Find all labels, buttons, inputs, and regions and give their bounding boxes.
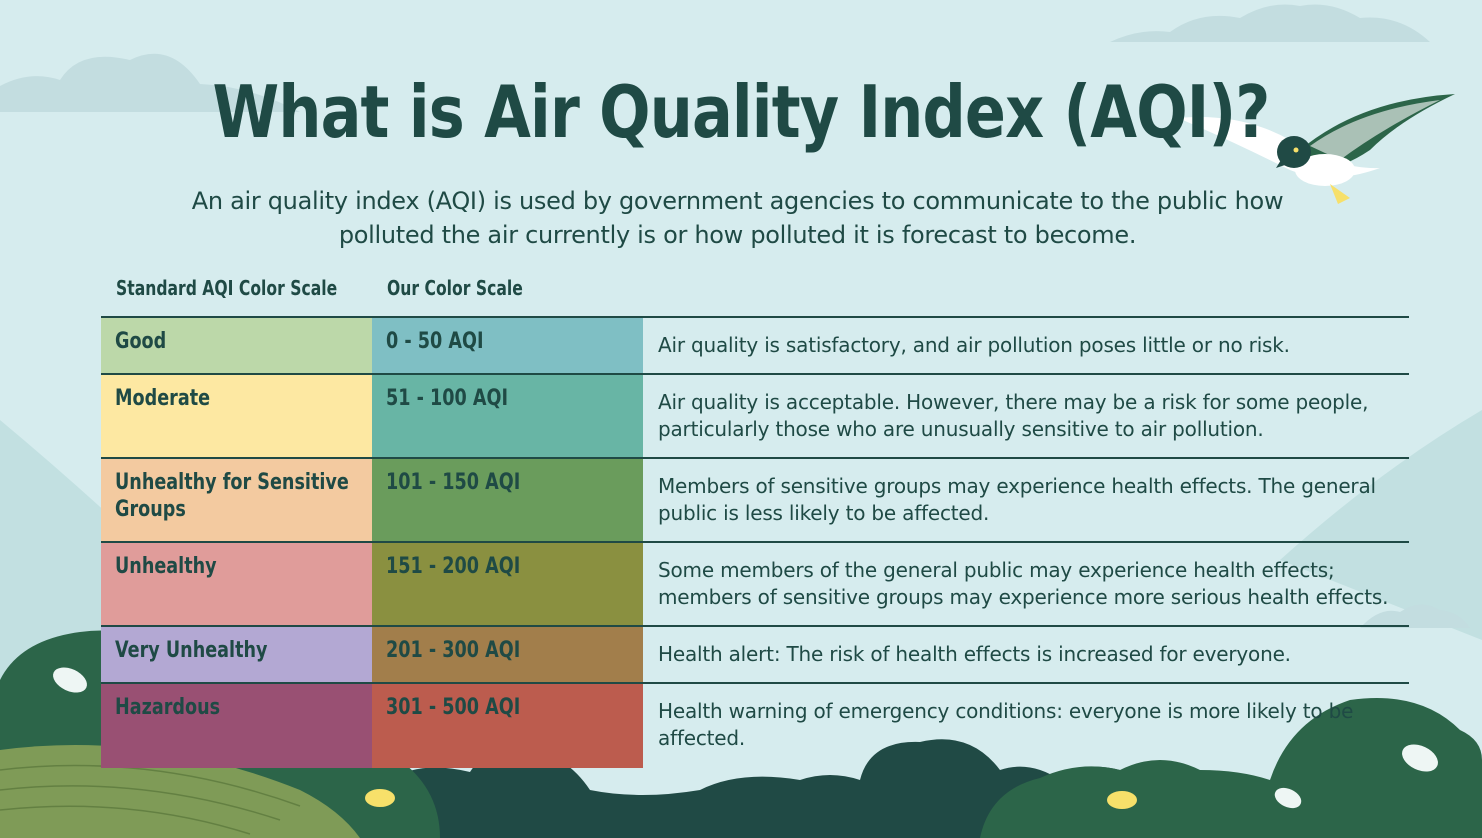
- page-subtitle: An air quality index (AQI) is used by go…: [191, 187, 1284, 249]
- petal-white-icon-2: [1274, 787, 1302, 809]
- petal-yellow-icon-2: [1107, 791, 1137, 809]
- standard-color-cell: Very Unhealthy: [101, 627, 372, 682]
- range-label: 151 - 200 AQI: [386, 554, 521, 579]
- our-color-cell: 0 - 50 AQI: [372, 318, 643, 373]
- header-our-scale: Our Color Scale: [387, 276, 523, 300]
- bush-right-shape: [980, 698, 1482, 838]
- petal-white-icon: [53, 667, 87, 693]
- our-color-cell: 151 - 200 AQI: [372, 543, 643, 625]
- range-label: 201 - 300 AQI: [386, 638, 521, 663]
- description-cell: Air quality is acceptable. However, ther…: [658, 390, 1369, 441]
- bush-dark-shape: [380, 739, 1140, 838]
- aqi-table: Good 0 - 50 AQI Air quality is satisfact…: [101, 316, 1409, 768]
- description-cell: Health warning of emergency conditions: …: [658, 699, 1354, 750]
- range-label: 101 - 150 AQI: [386, 470, 521, 495]
- our-color-cell: 51 - 100 AQI: [372, 375, 643, 457]
- table-row: Hazardous 301 - 500 AQI Health warning o…: [101, 684, 1409, 768]
- table-row: Good 0 - 50 AQI Air quality is satisfact…: [101, 318, 1409, 375]
- description-cell: Air quality is satisfactory, and air pol…: [658, 333, 1290, 357]
- our-color-cell: 101 - 150 AQI: [372, 459, 643, 541]
- range-label: 301 - 500 AQI: [386, 695, 521, 720]
- hill-lines-icon: [0, 764, 301, 835]
- description-cell: Some members of the general public may e…: [658, 558, 1389, 609]
- category-label: Hazardous: [115, 695, 221, 720]
- table-row: Unhealthy 151 - 200 AQI Some members of …: [101, 543, 1409, 627]
- our-color-cell: 201 - 300 AQI: [372, 627, 643, 682]
- cloud-top-right-icon: [1110, 4, 1430, 42]
- mountain-right-shape: [1280, 410, 1482, 640]
- our-color-cell: 301 - 500 AQI: [372, 684, 643, 768]
- standard-color-cell: Unhealthy: [101, 543, 372, 625]
- range-label: 51 - 100 AQI: [386, 386, 509, 411]
- header-standard-scale: Standard AQI Color Scale: [116, 276, 338, 300]
- table-row: Very Unhealthy 201 - 300 AQI Health aler…: [101, 627, 1409, 684]
- cloud-left-icon: [0, 53, 300, 112]
- petal-white-icon-3: [1402, 744, 1438, 772]
- petal-yellow-icon: [365, 789, 395, 807]
- description-cell: Members of sensitive groups may experien…: [658, 474, 1376, 525]
- hill-left-shape: [0, 745, 360, 838]
- category-label: Unhealthy for Sensitive Groups: [115, 470, 349, 522]
- page-title: What is Air Quality Index (AQI)?: [212, 70, 1270, 154]
- category-label: Moderate: [115, 386, 211, 411]
- standard-color-cell: Unhealthy for Sensitive Groups: [101, 459, 372, 541]
- range-label: 0 - 50 AQI: [386, 329, 484, 354]
- standard-color-cell: Moderate: [101, 375, 372, 457]
- bird-icon: [1178, 94, 1455, 204]
- standard-color-cell: Good: [101, 318, 372, 373]
- standard-color-cell: Hazardous: [101, 684, 372, 768]
- category-label: Unhealthy: [115, 554, 217, 579]
- cloud-right-icon: [1360, 604, 1470, 628]
- category-label: Good: [115, 329, 167, 354]
- table-row: Moderate 51 - 100 AQI Air quality is acc…: [101, 375, 1409, 459]
- category-label: Very Unhealthy: [115, 638, 268, 663]
- description-cell: Health alert: The risk of health effects…: [658, 642, 1291, 666]
- table-row: Unhealthy for Sensitive Groups 101 - 150…: [101, 459, 1409, 543]
